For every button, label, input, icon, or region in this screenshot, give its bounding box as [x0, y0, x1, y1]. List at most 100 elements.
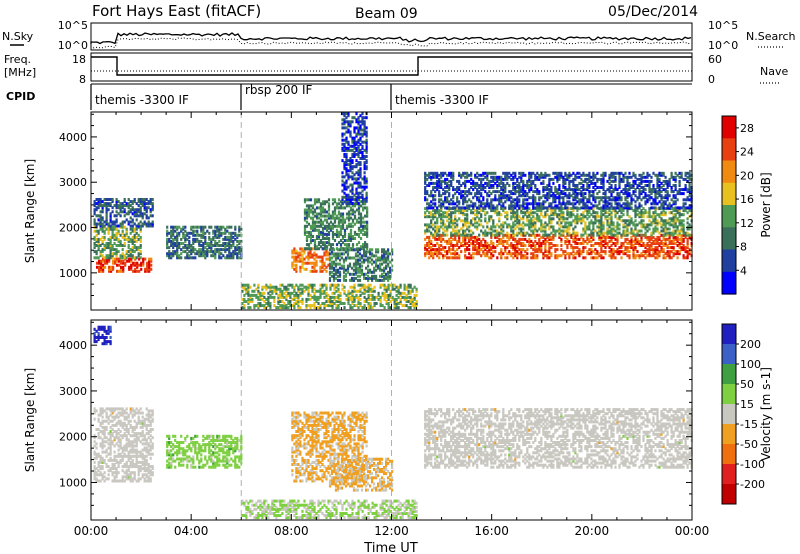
- power-cell: [358, 256, 362, 260]
- power-cell: [576, 200, 579, 204]
- power-cell: [674, 225, 677, 229]
- power-cell: [490, 179, 493, 183]
- power-cell: [303, 257, 306, 261]
- power-cell: [588, 225, 591, 229]
- power-cell: [536, 233, 539, 237]
- power-cell: [107, 222, 110, 226]
- power-cell: [313, 222, 317, 226]
- power-cell: [602, 250, 605, 254]
- power-cell: [526, 217, 529, 221]
- power-cell: [448, 173, 451, 177]
- power-cell: [620, 177, 623, 181]
- power-cell: [101, 250, 104, 254]
- power-cell: [654, 196, 657, 200]
- power-cell: [506, 177, 509, 181]
- power-cell: [576, 196, 579, 200]
- power-cell: [660, 202, 663, 206]
- power-cell: [674, 242, 677, 245]
- power-cell: [468, 192, 471, 196]
- power-cell: [134, 263, 137, 267]
- power-cell: [339, 224, 343, 228]
- power-cell: [444, 211, 447, 215]
- power-cell: [216, 248, 219, 252]
- power-cell: [115, 250, 118, 254]
- power-cell: [564, 242, 567, 245]
- power-cell: [654, 194, 657, 198]
- power-cell: [612, 196, 615, 200]
- power-cell: [335, 243, 339, 247]
- power-cell: [534, 200, 537, 204]
- power-cell: [612, 198, 615, 202]
- power-cell: [305, 224, 309, 228]
- power-cell: [426, 248, 429, 252]
- power-cell: [516, 239, 519, 243]
- power-cell: [566, 211, 569, 215]
- power-cell: [652, 213, 655, 217]
- power-cell: [325, 247, 329, 251]
- power-cell: [357, 228, 361, 232]
- power-cell: [317, 235, 321, 238]
- power-cell: [470, 186, 473, 189]
- power-cell: [530, 223, 533, 227]
- power-cell: [305, 204, 309, 208]
- power-cell: [644, 192, 647, 196]
- power-cell: [516, 202, 519, 206]
- power-cell: [307, 257, 310, 261]
- power-cell: [346, 254, 350, 258]
- power-cell: [500, 207, 503, 211]
- power-cell: [600, 231, 603, 235]
- power-cell: [568, 188, 571, 192]
- power-cell: [598, 242, 601, 245]
- power-cell: [224, 256, 227, 260]
- power-cell: [230, 246, 233, 250]
- power-cell: [684, 198, 687, 202]
- power-cell: [224, 250, 227, 254]
- power-cell: [492, 179, 495, 183]
- power-cell: [492, 233, 495, 237]
- power-cell: [131, 220, 134, 224]
- power-cell: [335, 214, 339, 218]
- power-cell: [538, 219, 541, 223]
- power-cell: [351, 224, 355, 228]
- power-cell: [313, 198, 317, 202]
- power-cell: [672, 248, 675, 252]
- power-cell: [620, 179, 623, 183]
- power-cell: [520, 211, 523, 215]
- power-cell: [93, 256, 96, 260]
- power-cell: [150, 259, 153, 263]
- power-cell: [333, 239, 337, 242]
- power-cell: [670, 223, 673, 227]
- power-cell: [430, 194, 433, 198]
- power-cell: [307, 212, 311, 216]
- power-cell: [588, 252, 591, 256]
- power-cell: [534, 235, 537, 239]
- power-cell: [208, 242, 211, 245]
- power-cell: [474, 213, 477, 217]
- power-cell: [143, 212, 146, 216]
- power-cell: [570, 202, 573, 206]
- power-cell: [424, 196, 427, 200]
- power-cell: [188, 250, 191, 254]
- power-cell: [222, 242, 225, 245]
- power-cell: [468, 256, 471, 260]
- power-cell: [480, 209, 483, 213]
- power-cell: [446, 190, 449, 194]
- power-cell: [484, 213, 487, 217]
- power-cell: [552, 227, 555, 231]
- power-cell: [550, 204, 553, 208]
- power-cell: [614, 237, 617, 241]
- power-cell: [365, 266, 368, 270]
- power-cell: [342, 260, 346, 264]
- power-cell: [381, 254, 384, 258]
- power-cell: [582, 248, 585, 252]
- power-cell: [530, 179, 533, 183]
- power-cell: [381, 258, 384, 262]
- power-cell: [662, 223, 665, 227]
- power-cell: [508, 198, 511, 202]
- power-cell: [498, 242, 501, 245]
- power-cell: [562, 200, 565, 204]
- power-cell: [550, 254, 553, 258]
- power-cell: [438, 227, 441, 231]
- power-cell: [500, 225, 503, 229]
- power-cell: [512, 246, 515, 250]
